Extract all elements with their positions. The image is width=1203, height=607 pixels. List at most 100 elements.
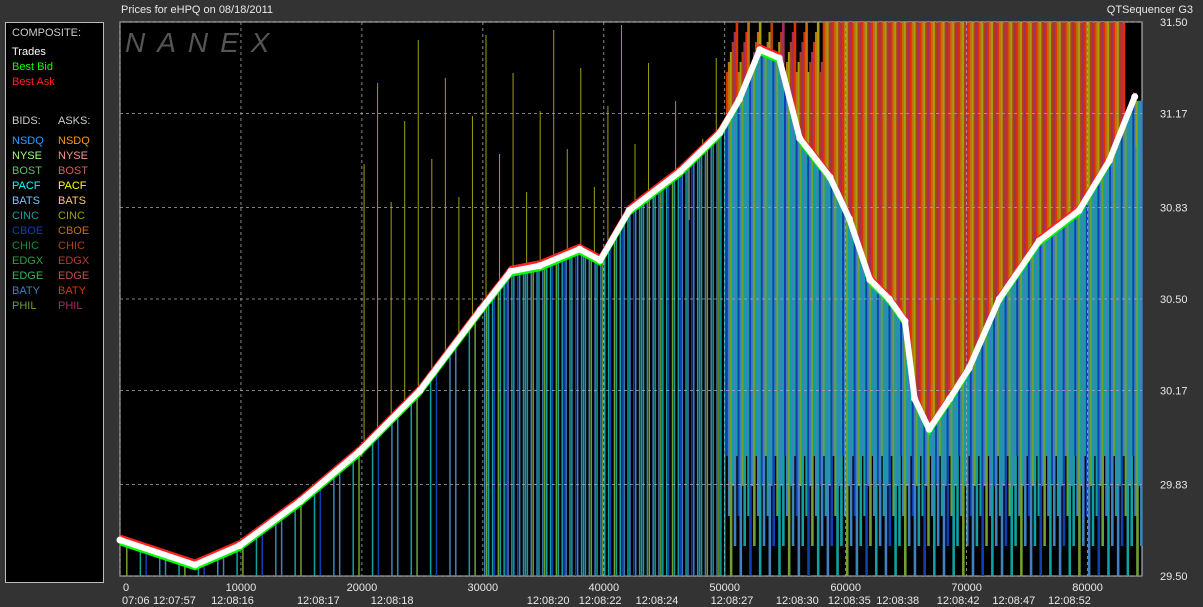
ask-bar xyxy=(1122,22,1126,124)
y-tick-label: 29.50 xyxy=(1160,571,1188,583)
bid-bar xyxy=(507,279,509,576)
bid-bar xyxy=(780,65,783,487)
bid-bar xyxy=(1058,229,1062,576)
ask-bar xyxy=(834,22,837,183)
ask-bar xyxy=(768,32,772,50)
ask-bar xyxy=(1054,22,1058,225)
bid-bar xyxy=(741,98,745,487)
ask-bar xyxy=(832,22,835,179)
bid-bar xyxy=(524,272,527,576)
trade-point xyxy=(576,245,584,253)
trade-point xyxy=(355,447,363,455)
bid-bar xyxy=(822,171,826,456)
bid-bar xyxy=(921,416,924,516)
bid-bar xyxy=(571,256,573,576)
bid-bar xyxy=(242,547,244,576)
trade-point xyxy=(995,295,1003,303)
ask-bar xyxy=(791,32,795,104)
ask-bar xyxy=(813,42,816,152)
bid-bar xyxy=(300,505,302,576)
y-tick-label: 29.83 xyxy=(1160,480,1188,492)
bid-bar xyxy=(801,144,805,547)
legend-ask-cboe: CBOE xyxy=(58,225,90,237)
bid-bar xyxy=(602,260,604,576)
bid-bar xyxy=(261,533,264,576)
ask-bar xyxy=(1062,22,1066,219)
bid-bar xyxy=(820,169,824,547)
bid-bar xyxy=(751,74,754,487)
bid-bar xyxy=(1008,289,1012,516)
ask-bar xyxy=(876,22,880,283)
trade-point xyxy=(1035,237,1043,245)
bid-bar xyxy=(843,211,847,516)
trade-point xyxy=(416,386,424,394)
ask-bar xyxy=(1004,22,1008,288)
bid-bar xyxy=(720,136,722,576)
ask-bar xyxy=(865,22,868,262)
bid-bar xyxy=(816,164,820,576)
bid-bar xyxy=(484,309,486,576)
bid-bar xyxy=(911,379,915,516)
legend-bid-nyse: NYSE xyxy=(12,150,42,162)
bid-bar xyxy=(882,296,886,516)
bid-bar xyxy=(774,59,777,457)
bid-bar xyxy=(449,355,451,576)
bid-bar xyxy=(662,189,664,576)
bid-bar xyxy=(770,58,774,486)
bid-bar xyxy=(665,186,668,577)
y-tick-label: 30.83 xyxy=(1160,203,1188,215)
ask-bar xyxy=(842,22,845,200)
bid-bar xyxy=(1072,219,1075,546)
ask-bar xyxy=(888,22,892,295)
bid-bar xyxy=(944,410,948,486)
trade-point xyxy=(1105,157,1113,164)
bid-bar xyxy=(1016,278,1019,456)
trade-point xyxy=(775,54,783,62)
app-name: QTSequencer G3 xyxy=(1106,4,1193,16)
ask-bar xyxy=(787,52,791,89)
x-tick-label: 70000 xyxy=(951,582,982,594)
bid-bar xyxy=(474,322,476,576)
trade-point xyxy=(116,536,124,544)
bid-bar xyxy=(712,144,714,576)
bid-bar xyxy=(873,286,876,516)
bid-bar xyxy=(797,133,801,576)
ask-bar xyxy=(871,22,874,277)
bid-bar xyxy=(1140,100,1143,546)
ask-bar xyxy=(967,22,971,367)
bid-bar xyxy=(735,109,739,456)
ask-bar xyxy=(954,22,957,388)
ask-bar xyxy=(958,22,961,382)
bid-bar xyxy=(1018,275,1021,516)
ask-bar xyxy=(855,22,859,234)
ask-bar xyxy=(838,22,841,191)
bid-bar xyxy=(700,155,703,576)
bid-bar xyxy=(677,177,680,576)
bid-bar xyxy=(983,339,986,486)
x-tick-label: 0 xyxy=(123,582,129,594)
ask-bar xyxy=(1045,22,1048,233)
bid-bar xyxy=(799,141,803,486)
ask-bar xyxy=(739,62,743,95)
bid-bar xyxy=(733,113,737,546)
bid-bar xyxy=(998,304,1002,516)
bid-bar xyxy=(576,254,579,577)
bid-bar xyxy=(178,563,180,576)
ask-bar xyxy=(1022,22,1025,262)
ask-bar xyxy=(979,22,983,341)
ask-bar xyxy=(917,22,921,401)
ask-bar xyxy=(861,22,865,251)
bid-bar xyxy=(1033,252,1037,547)
bid-bar xyxy=(814,161,818,516)
ask-bar xyxy=(803,32,806,139)
bid-bar xyxy=(640,205,643,576)
ask-bar xyxy=(1027,22,1031,254)
bid-bar xyxy=(965,377,969,546)
ask-bar xyxy=(1018,22,1021,268)
bid-bar xyxy=(934,424,938,486)
ask-bar xyxy=(801,42,805,137)
bid-bar xyxy=(538,270,540,576)
ask-bar xyxy=(946,22,950,400)
bid-bar xyxy=(766,56,770,517)
bid-bar xyxy=(1118,140,1122,486)
